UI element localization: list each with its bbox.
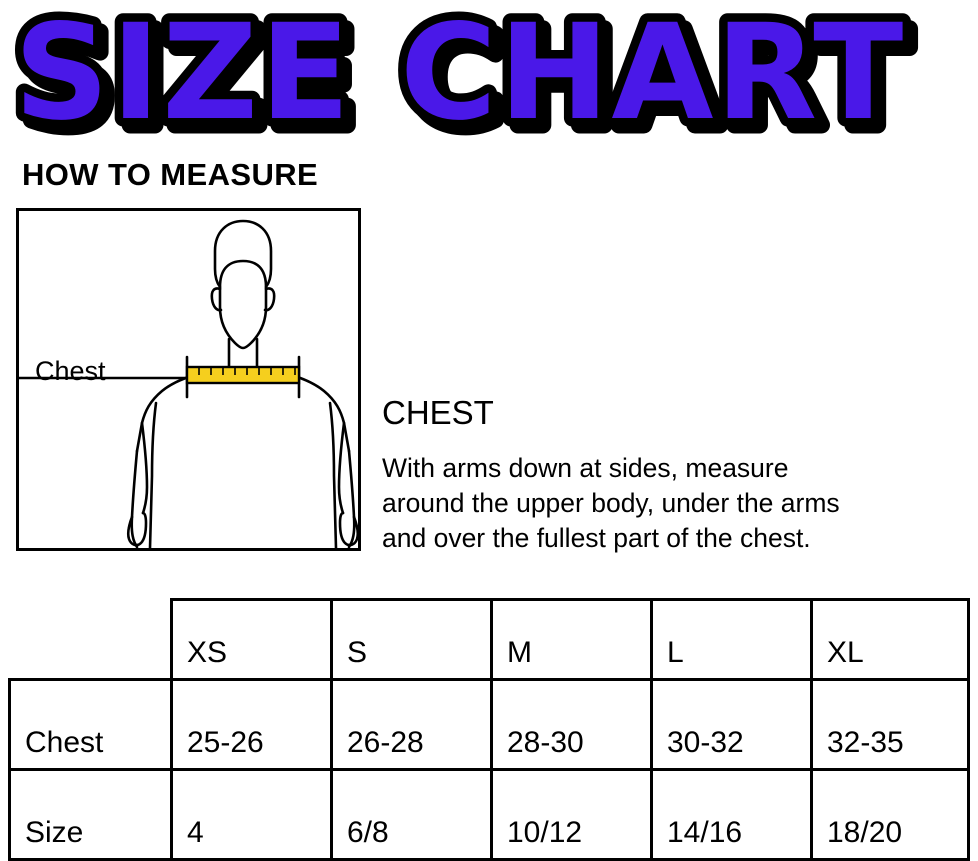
page-title: .ttl { font-family: "DejaVu Sans", sans-…: [0, 0, 978, 150]
table-header-xs: XS: [170, 598, 333, 681]
cell-size-xs: 4: [170, 768, 333, 861]
head-outline: [213, 219, 273, 350]
arm-right-inner: [337, 421, 346, 515]
cell-chest-xs: 25-26: [170, 678, 333, 771]
cell-chest-s: 26-28: [330, 678, 493, 771]
cell-size-xl: 18/20: [810, 768, 970, 861]
description-line-1: With arms down at sides, measure: [382, 453, 789, 483]
chest-description-title: CHEST: [382, 394, 494, 431]
arm-left-inner: [140, 421, 149, 515]
row-label-size: Size: [8, 768, 173, 861]
description-line-3: and over the fullest part of the chest.: [382, 523, 811, 554]
title-shadow: SIZE CHART: [21, 3, 912, 150]
measurement-diagram-box: [16, 208, 361, 551]
hand-left: [126, 511, 148, 547]
table-header-l: L: [650, 598, 813, 681]
arm-right-outer: [347, 449, 356, 548]
row-label-chest: Chest: [8, 678, 173, 771]
table-row: Size 4 6/8 10/12 14/16 18/20: [8, 768, 970, 861]
title-fill: SIZE CHART: [14, 0, 905, 150]
cell-size-s: 6/8: [330, 768, 493, 861]
chest-description-body: With arms down at sides, measure around …: [382, 451, 962, 557]
table-corner-blank: [10, 600, 172, 680]
measuring-tape: [185, 365, 301, 385]
cell-chest-m: 28-30: [490, 678, 653, 771]
cell-size-l: 14/16: [650, 768, 813, 861]
cell-chest-l: 30-32: [650, 678, 813, 771]
cell-chest-xl: 32-35: [810, 678, 970, 771]
table-header-xl: XL: [810, 598, 970, 681]
chest-measure-label: Chest: [35, 356, 106, 386]
ear-right-icon: [263, 287, 276, 312]
table-row: Chest 25-26 26-28 28-30 30-32 32-35: [8, 678, 970, 771]
hairline: [218, 259, 268, 289]
torso-right: [328, 401, 338, 548]
hand-right: [338, 511, 358, 547]
tape-ticks: [198, 368, 296, 375]
torso-left: [148, 401, 158, 548]
body-figure-illustration: [19, 219, 358, 548]
arm-left-outer: [130, 449, 139, 548]
chest-description-block: CHEST With arms down at sides, measure a…: [382, 396, 962, 557]
table-header-m: M: [490, 598, 653, 681]
table-header-row: XS S M L XL: [10, 598, 970, 681]
ear-left-icon: [210, 287, 223, 312]
size-table: XS S M L XL Chest 25-26 26-28 28-30 30-3…: [8, 598, 970, 861]
table-header-s: S: [330, 598, 493, 681]
how-to-measure-heading: HOW TO MEASURE: [22, 157, 319, 192]
title-outline: SIZE CHART: [14, 0, 905, 150]
size-chart-title-graphic: .ttl { font-family: "DejaVu Sans", sans-…: [6, 0, 919, 150]
cell-size-m: 10/12: [490, 768, 653, 861]
description-line-2: around the upper body, under the arms: [382, 488, 840, 519]
